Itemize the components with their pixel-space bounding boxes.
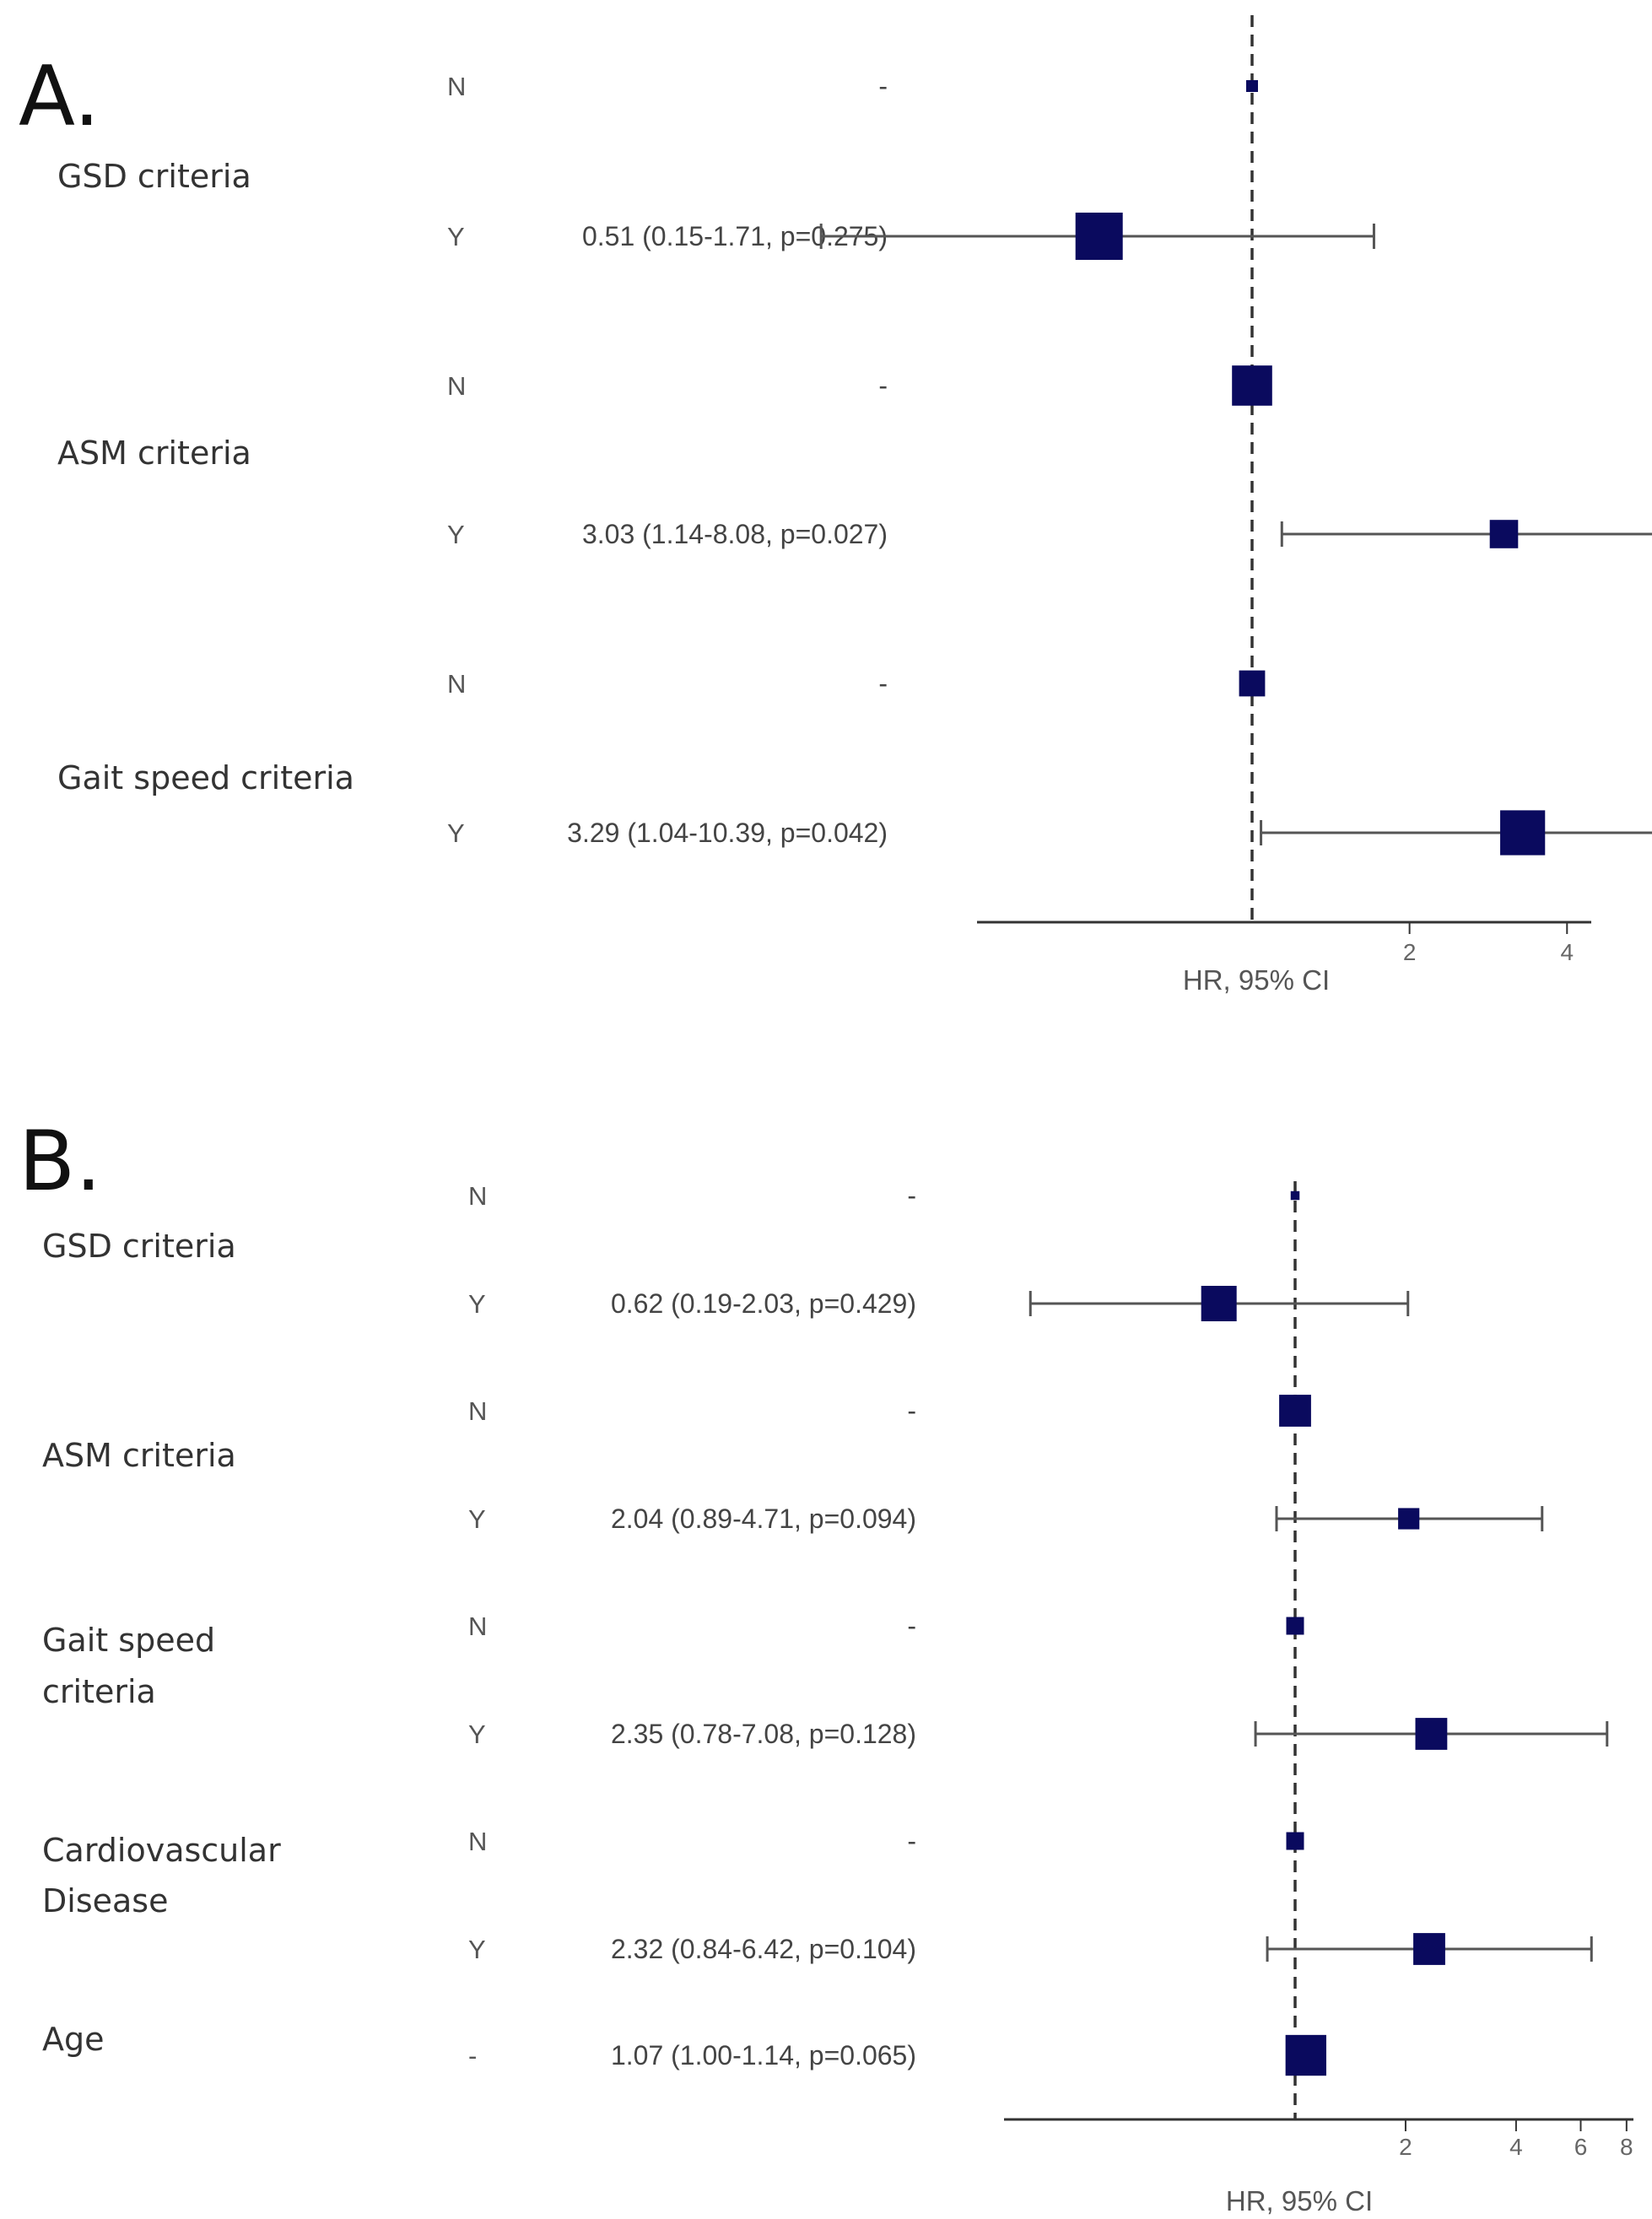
hr-marker <box>1500 810 1546 856</box>
row-level-label: N <box>468 1396 487 1426</box>
variable-label: Disease <box>42 1882 168 1919</box>
row-estimate-text: - <box>907 1396 916 1426</box>
row-estimate-text: 2.32 (0.84-6.42, p=0.104) <box>611 1934 916 1964</box>
x-tick-label: 2 <box>1399 2134 1412 2160</box>
hr-marker <box>1239 670 1266 697</box>
row-estimate-text: - <box>878 71 888 101</box>
variable-label: GSD criteria <box>57 158 251 195</box>
hr-marker <box>1489 520 1519 548</box>
row-level-label: Y <box>468 1935 486 1964</box>
row-estimate-text: 3.03 (1.14-8.08, p=0.027) <box>582 519 888 549</box>
x-tick-label: 4 <box>1509 2134 1523 2160</box>
hr-marker <box>1398 1508 1420 1530</box>
variable-label: Gait speed criteria <box>57 759 354 796</box>
row-estimate-text: - <box>878 668 888 699</box>
row-estimate-text: 2.35 (0.78-7.08, p=0.128) <box>611 1719 916 1749</box>
row-level-label: - <box>468 2041 477 2071</box>
row-level-label: N <box>447 72 466 101</box>
row-level-label: Y <box>447 818 465 848</box>
row-estimate-text: 2.04 (0.89-4.71, p=0.094) <box>611 1504 916 1534</box>
hr-marker <box>1075 213 1123 260</box>
hr-marker <box>1279 1395 1311 1427</box>
x-axis-title: HR, 95% CI <box>1183 964 1330 996</box>
row-level-label: N <box>447 669 466 699</box>
hr-marker <box>1201 1286 1237 1321</box>
forest-panel-1: B. 2 4 6 8 HR, 95% CI GSD criteria N - Y 0.62 (0.1… <box>19 1114 1633 2216</box>
row-estimate-text: - <box>907 1180 916 1211</box>
row-level-label: Y <box>468 1289 486 1319</box>
hr-marker <box>1290 1190 1300 1201</box>
variable-label: GSD criteria <box>42 1228 236 1265</box>
hr-marker <box>1415 1718 1448 1750</box>
variable-label: Gait speed <box>42 1622 215 1659</box>
row-level-label: Y <box>447 222 465 251</box>
x-tick-label: 2 <box>1403 939 1417 965</box>
row-estimate-text: - <box>878 370 888 401</box>
variable-label: Cardiovascular <box>42 1832 281 1869</box>
row-level-label: Y <box>468 1720 486 1749</box>
row-estimate-text: 0.62 (0.19-2.03, p=0.429) <box>611 1288 916 1319</box>
row-level-label: N <box>468 1181 487 1211</box>
hr-marker <box>1246 80 1258 92</box>
row-level-label: N <box>468 1612 487 1641</box>
variable-label: ASM criteria <box>57 435 251 472</box>
row-level-label: N <box>447 371 466 401</box>
hr-marker <box>1286 1617 1304 1635</box>
hr-marker <box>1413 1933 1445 1965</box>
variable-label: ASM criteria <box>42 1437 236 1474</box>
x-tick-label: 8 <box>1620 2134 1633 2160</box>
panel-label: A. <box>19 49 100 145</box>
row-estimate-text: - <box>907 1611 916 1641</box>
row-estimate-text: 1.07 (1.00-1.14, p=0.065) <box>611 2040 916 2071</box>
x-tick-label: 4 <box>1560 939 1574 965</box>
x-tick-label: 6 <box>1574 2134 1588 2160</box>
variable-label: criteria <box>42 1673 156 1710</box>
row-estimate-text: 3.29 (1.04-10.39, p=0.042) <box>567 818 888 848</box>
row-estimate-text: - <box>907 1826 916 1856</box>
row-level-label: Y <box>447 520 465 549</box>
row-level-label: N <box>468 1827 487 1856</box>
hr-marker <box>1232 365 1272 406</box>
variable-label: Age <box>42 2021 105 2058</box>
hr-marker <box>1286 1832 1304 1850</box>
row-level-label: Y <box>468 1504 486 1534</box>
hr-marker <box>1285 2034 1326 2076</box>
x-axis-title: HR, 95% CI <box>1226 2185 1373 2216</box>
panel-label: B. <box>19 1114 101 1210</box>
